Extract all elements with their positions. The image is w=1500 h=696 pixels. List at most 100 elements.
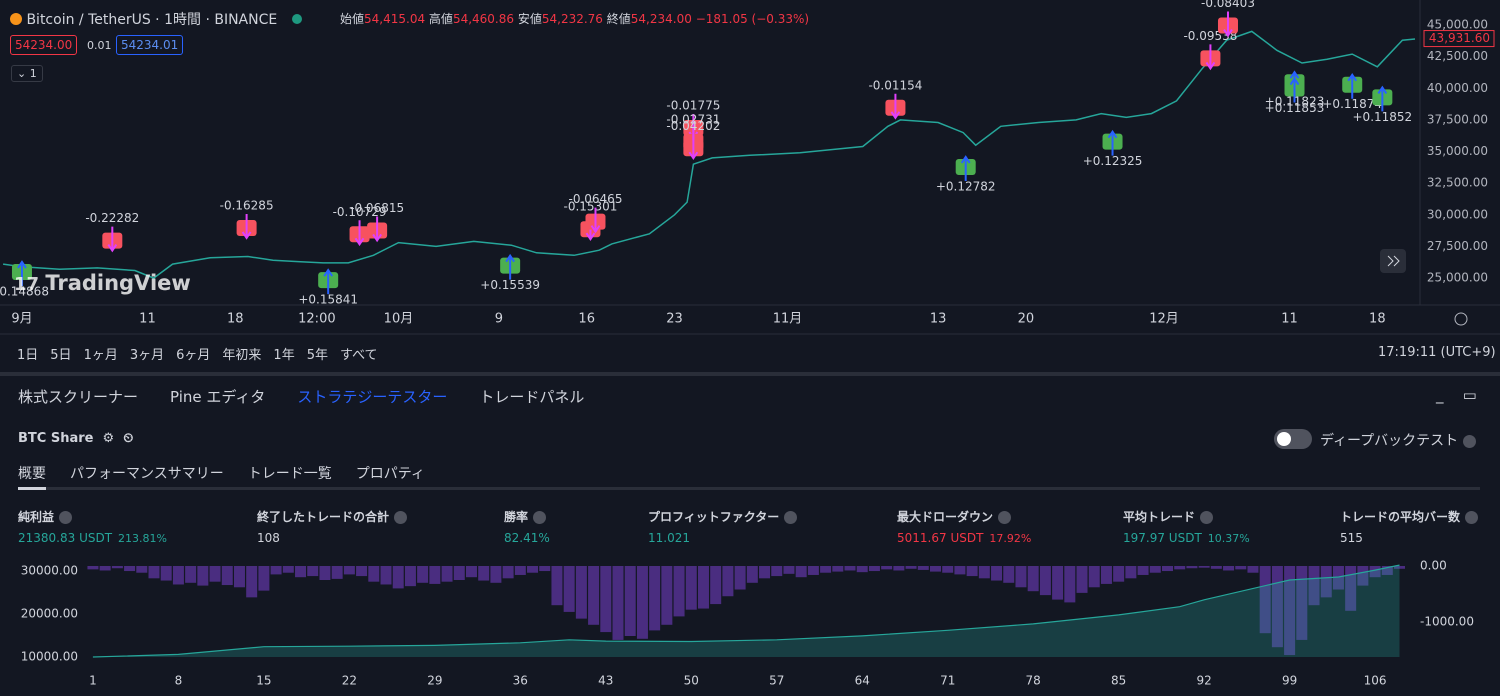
trade-label: -0.06465 <box>569 192 623 206</box>
panel-tab[interactable]: Pine エディタ <box>170 388 266 406</box>
drawdown-bar <box>954 566 966 575</box>
buy-button[interactable]: 54234.01 <box>116 35 184 55</box>
strategy-tab[interactable]: トレード一覧 <box>247 466 332 482</box>
drawdown-bar <box>368 566 380 582</box>
drawdown-bar <box>734 566 746 590</box>
spread: 0.01 <box>87 39 112 52</box>
range-button[interactable]: 3ヶ月 <box>129 348 165 363</box>
drawdown-bar <box>136 566 148 573</box>
trade-label: -0.15301 <box>563 200 617 214</box>
trade-label: -0.22282 <box>85 211 139 225</box>
range-button[interactable]: 5日 <box>50 348 72 363</box>
x-tick-label: 16 <box>578 312 595 327</box>
drawdown-bar <box>1320 566 1332 598</box>
y-tick-label: 40,000.00 <box>1427 81 1488 95</box>
drawdown-bar <box>356 566 368 577</box>
interval-toggle[interactable]: ⌄ 1 <box>11 65 43 82</box>
x-tick-label: 20 <box>1018 312 1035 327</box>
drawdown-bar <box>1345 566 1357 611</box>
symbol-text: Bitcoin / TetherUS · 1時間 · BINANCE <box>26 12 278 28</box>
metric-label: 終了したトレードの合計 <box>257 508 408 525</box>
panel-tab[interactable]: ストラテジーテスター <box>297 388 448 406</box>
drawdown-bar <box>1088 566 1100 588</box>
drawdown-bar <box>929 566 941 572</box>
drawdown-bar <box>209 566 221 582</box>
x-tick-label: 50 <box>684 674 699 688</box>
range-button[interactable]: 6ヶ月 <box>176 348 211 363</box>
trade-label: +0.15539 <box>480 278 540 292</box>
ohlc-value: 54,460.86 <box>452 12 515 26</box>
sell-button[interactable]: 54234.00 <box>10 35 78 55</box>
range-button[interactable]: 年初来 <box>222 348 262 363</box>
panel-tab[interactable]: 株式スクリーナー <box>18 388 139 406</box>
drawdown-bar <box>1271 566 1283 648</box>
trade-arrow <box>890 93 901 120</box>
x-tick-label: 85 <box>1111 674 1126 688</box>
metric-label-text: 純利益 <box>18 510 55 524</box>
trade-label: +0.11874 <box>1322 97 1382 111</box>
x-tick-label: 106 <box>1364 674 1387 688</box>
metric-label-text: 終了したトレードの合計 <box>257 510 390 524</box>
drawdown-bar <box>441 566 453 582</box>
scroll-icon <box>1387 255 1400 267</box>
ohlc: 始値54,415.04 高値54,460.86 安値54,232.76 終値54… <box>340 10 809 27</box>
drawdown-bar <box>1003 566 1015 583</box>
metric-value: 197.97 USDT 10.37% <box>1123 531 1250 545</box>
panel-tabs: 株式スクリーナー Pine エディタ ストラテジーテスター トレードパネル <box>18 386 616 407</box>
trade-arrow <box>107 226 118 253</box>
drawdown-bar <box>331 566 343 579</box>
metric-label-text: 平均トレード <box>1123 510 1196 524</box>
drawdown-bar <box>1064 566 1076 603</box>
metric-value-text: 515 <box>1340 531 1363 545</box>
panel-controls[interactable]: _ ▭ <box>1436 386 1477 404</box>
range-button[interactable]: 5年 <box>306 348 328 363</box>
x-tick-label: 15 <box>256 674 271 688</box>
trade-arrow <box>17 260 27 286</box>
toggle-knob <box>1277 432 1291 446</box>
drawdown-bar <box>87 566 99 570</box>
drawdown-bar <box>722 566 734 597</box>
panel-tab[interactable]: トレードパネル <box>479 388 585 406</box>
drawdown-bar <box>966 566 978 577</box>
separator <box>0 372 1500 376</box>
metric-label-text: プロフィットファクター <box>648 510 780 524</box>
strategy-tab[interactable]: 概要 <box>18 466 46 482</box>
drawdown-bar <box>1308 566 1320 606</box>
range-button[interactable]: 1日 <box>17 348 39 363</box>
metric-label: 純利益 <box>18 508 167 525</box>
x-tick-label: 18 <box>227 312 244 327</box>
range-button[interactable]: すべて <box>339 348 378 363</box>
drawdown-bar <box>1113 566 1125 582</box>
drawdown-bar <box>1284 566 1296 656</box>
range-button[interactable]: 1ヶ月 <box>83 348 118 363</box>
y-tick-label: 42,500.00 <box>1427 49 1488 63</box>
strategy-tab[interactable]: パフォーマンスサマリー <box>70 466 224 482</box>
drawdown-bar <box>881 566 893 570</box>
drawdown-bar <box>1149 566 1161 573</box>
drawdown-bar <box>343 566 355 575</box>
help[interactable] <box>1463 434 1477 448</box>
trade-label: -0.16285 <box>220 198 274 212</box>
x-tick-label: 23 <box>666 312 683 327</box>
trade-arrow <box>241 213 252 240</box>
metric-percent: 10.37% <box>1207 532 1250 545</box>
drawdown-bar <box>270 566 282 575</box>
drawdown-bar <box>307 566 319 577</box>
x-tick-label: 43 <box>598 674 613 688</box>
drawdown-bar <box>404 566 416 587</box>
strategy-tab[interactable]: プロパティ <box>355 466 425 482</box>
drawdown-bar <box>380 566 392 585</box>
y2-tick-label: 0.00 <box>1420 559 1447 573</box>
drawdown-bar <box>636 566 648 639</box>
range-button[interactable]: 1年 <box>273 348 295 363</box>
y-tick-label: 45,000.00 <box>1427 18 1488 32</box>
info-icon <box>998 511 1012 524</box>
drawdown-bar <box>759 566 771 579</box>
drawdown-bar <box>820 566 832 573</box>
metric-value-text: 82.41% <box>504 531 550 545</box>
drawdown-bar <box>551 566 563 606</box>
ohlc-label: 終値 <box>606 12 631 26</box>
settings-icon[interactable] <box>1454 312 1468 326</box>
trade-label: +0.11852 <box>1353 110 1413 124</box>
